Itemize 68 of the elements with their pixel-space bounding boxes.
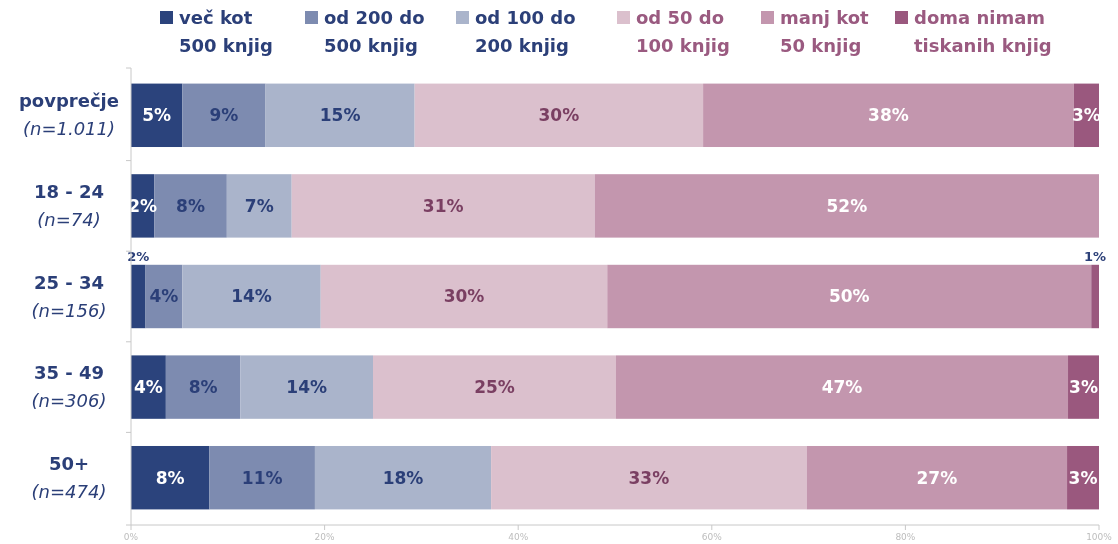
data-label: 2%	[128, 195, 158, 216]
bar	[182, 264, 321, 329]
data-label: 47%	[821, 377, 863, 398]
data-label: 7%	[244, 195, 274, 216]
bar	[373, 355, 616, 419]
data-label: 8%	[176, 195, 205, 216]
data-label: 3%	[1068, 467, 1098, 488]
data-label: 50%	[828, 286, 870, 307]
bar	[414, 83, 704, 148]
x-tick-label: 40%	[508, 532, 529, 542]
data-label: 18%	[382, 467, 424, 488]
bar	[806, 445, 1068, 510]
data-label: 14%	[286, 377, 328, 398]
data-label: 9%	[209, 105, 239, 126]
bar	[209, 445, 315, 510]
data-label: 8%	[188, 377, 218, 398]
x-tick-label: 100%	[1086, 532, 1113, 542]
data-label: 4%	[133, 377, 163, 398]
bar	[182, 83, 266, 148]
data-label: 38%	[868, 105, 909, 126]
y-tick-label: povprečje (n=1.011)	[18, 90, 120, 140]
bar	[594, 174, 1099, 238]
legend-label: od 50 do 100 knjig	[636, 7, 730, 56]
bar	[131, 264, 146, 329]
bar	[131, 83, 183, 148]
bar	[265, 83, 415, 148]
y-tick-label: 25 - 34 (n=156)	[31, 271, 107, 321]
data-label: 8%	[155, 467, 185, 488]
bar	[240, 355, 373, 419]
legend-label: manj kot 50 knjig	[780, 7, 870, 56]
data-label: 1%	[1084, 248, 1107, 264]
y-tick-label: 50+ (n=474)	[31, 452, 107, 502]
bar	[703, 83, 1074, 148]
bar	[1091, 264, 1099, 329]
data-label: 15%	[319, 105, 361, 126]
bar	[314, 445, 492, 510]
legend-label: od 200 do 500 knjig	[324, 7, 425, 56]
x-tick-label: 0%	[123, 532, 139, 542]
data-label: 27%	[916, 467, 958, 488]
x-tick-label: 60%	[701, 532, 723, 542]
y-tick-label: 35 - 49 (n=306)	[31, 362, 107, 412]
data-label: 30%	[538, 105, 580, 126]
legend-label: doma nimam tiskanih knjig	[914, 7, 1052, 56]
bar	[615, 355, 1069, 419]
data-label: 3%	[1069, 377, 1098, 398]
legend-label: več kot 500 knjig	[179, 7, 273, 56]
data-label: 14%	[231, 286, 272, 307]
x-tick-label: 80%	[895, 532, 916, 542]
data-label: 33%	[628, 467, 670, 488]
data-label: 25%	[474, 377, 515, 398]
data-label: 5%	[142, 105, 172, 126]
bar	[165, 355, 241, 419]
legend-label: od 100 do 200 knjig	[475, 7, 576, 56]
data-label: 2%	[127, 248, 150, 264]
y-tick-label: 18 - 24 (n=74)	[33, 180, 105, 230]
bar	[607, 264, 1092, 329]
bar	[291, 174, 595, 238]
data-label: 31%	[422, 195, 464, 216]
bar	[226, 174, 292, 238]
bar	[320, 264, 608, 329]
x-tick-label: 20%	[314, 532, 336, 542]
data-label: 11%	[241, 467, 283, 488]
bar	[491, 445, 807, 510]
data-label: 30%	[443, 286, 485, 307]
data-label: 3%	[1071, 105, 1101, 126]
data-label: 4%	[149, 286, 179, 307]
data-label: 52%	[826, 195, 868, 216]
bar	[131, 445, 210, 510]
